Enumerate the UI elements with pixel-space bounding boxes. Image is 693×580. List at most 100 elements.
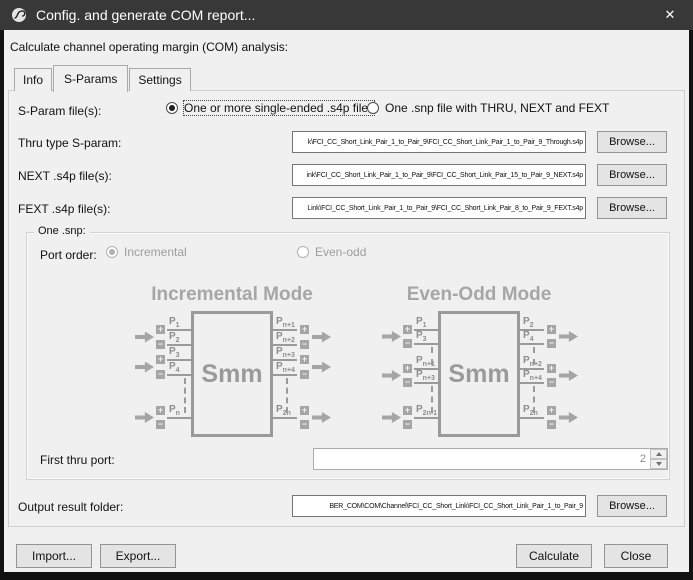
plus-icon: +: [403, 363, 412, 373]
port-stub: [273, 417, 297, 419]
port-label: P4: [523, 330, 534, 343]
port-order-label: Port order:: [40, 248, 97, 262]
diagram-title: Even-Odd Mode: [406, 284, 552, 305]
port-stub: [414, 382, 438, 384]
radio-icon: [297, 246, 309, 258]
close-button[interactable]: Close: [604, 544, 668, 568]
spin-up-button[interactable]: [650, 449, 667, 459]
arrow-right-icon: [559, 331, 578, 342]
minus-icon: −: [403, 338, 412, 348]
arrow-right-icon: [312, 361, 331, 373]
output-folder-field[interactable]: BER_COM\COM\Channel\FCI_CC_Short_Link\FC…: [292, 495, 586, 517]
minus-icon: −: [156, 419, 165, 429]
plus-icon: +: [156, 405, 165, 415]
smm-box: Smm: [191, 311, 273, 437]
arrow-right-icon: [135, 361, 154, 373]
port-stub: [273, 359, 297, 361]
arrow-right-icon: [382, 412, 401, 423]
thru-sparam-field[interactable]: k\FCI_CC_Short_Link_Pair_1_to_Pair_9\FCI…: [292, 131, 586, 153]
dashed-connector: [533, 347, 535, 365]
minus-icon: −: [156, 369, 165, 379]
smm-box: Smm: [438, 311, 520, 437]
minus-icon: −: [547, 419, 556, 429]
port-stub: [167, 417, 191, 419]
first-thru-port-spinner[interactable]: 2: [313, 448, 668, 470]
port-label: Pn+2: [276, 331, 295, 344]
minus-icon: −: [156, 339, 165, 349]
plus-icon: +: [300, 354, 309, 364]
plus-icon: +: [547, 405, 556, 415]
field-value: ink\FCI_CC_Short_Link_Pair_1_to_Pair_9\F…: [306, 171, 584, 179]
port-label: Pn: [169, 404, 180, 417]
thru-sparam-label: Thru type S-param:: [18, 136, 122, 150]
calculate-button[interactable]: Calculate: [516, 544, 592, 568]
spinner-value: 2: [639, 453, 646, 465]
port-stub: [273, 329, 297, 331]
plus-icon: +: [547, 363, 556, 373]
window-title: Config. and generate COM report...: [36, 7, 256, 23]
minus-icon: −: [300, 339, 309, 349]
export-button[interactable]: Export...: [100, 544, 176, 568]
next-s4p-field[interactable]: ink\FCI_CC_Short_Link_Pair_1_to_Pair_9\F…: [292, 164, 586, 186]
port-stub: [273, 374, 297, 376]
fext-s4p-browse-button[interactable]: Browse...: [597, 197, 667, 219]
arrow-right-icon: [382, 331, 401, 342]
field-value: Link\FCI_CC_Short_Link_Pair_1_to_Pair_9\…: [307, 204, 583, 212]
port-stub: [520, 343, 544, 345]
dashed-connector: [184, 378, 186, 413]
radio-single-ended[interactable]: One or more single-ended .s4p files: [166, 100, 376, 116]
output-folder-label: Output result folder:: [18, 500, 124, 514]
plus-icon: +: [403, 405, 412, 415]
window-border-left: [0, 30, 4, 580]
port-label: P2n: [523, 404, 538, 417]
radio-one-snp[interactable]: One .snp file with THRU, NEXT and FEXT: [367, 101, 609, 115]
arrow-right-icon: [135, 331, 154, 343]
next-s4p-label: NEXT .s4p file(s):: [18, 169, 112, 183]
thru-sparam-browse-button[interactable]: Browse...: [597, 131, 667, 153]
radio-label: One or more single-ended .s4p files: [182, 100, 376, 116]
incremental-mode-diagram: Incremental Mode Smm P1 Pn+1 P2 Pn+2 P3 Pn+3 P…: [114, 283, 354, 448]
output-browse-button[interactable]: Browse...: [597, 495, 667, 517]
port-stub: [414, 329, 438, 331]
port-label: P2: [169, 331, 180, 344]
arrow-right-icon: [135, 412, 154, 423]
close-icon[interactable]: ✕: [664, 7, 676, 22]
next-s4p-browse-button[interactable]: Browse...: [597, 164, 667, 186]
tab-info[interactable]: Info: [14, 68, 53, 91]
port-label: P1: [169, 316, 180, 329]
chevron-up-icon: [655, 452, 662, 456]
port-label: Pn+4: [523, 369, 542, 382]
fext-s4p-field[interactable]: Link\FCI_CC_Short_Link_Pair_1_to_Pair_9\…: [292, 197, 586, 219]
port-stub: [414, 368, 438, 370]
minus-icon: −: [403, 419, 412, 429]
radio-icon: [106, 246, 118, 258]
tab-settings[interactable]: Settings: [129, 68, 191, 91]
fext-s4p-label: FEXT .s4p file(s):: [18, 202, 111, 216]
port-label: Pn+4: [276, 361, 295, 374]
dashed-connector: [286, 378, 288, 413]
port-stub: [167, 344, 191, 346]
import-button[interactable]: Import...: [16, 544, 92, 568]
spinner-buttons: [650, 449, 667, 469]
port-label: Pn+1: [416, 355, 435, 368]
port-label: Pn+2: [523, 355, 542, 368]
port-stub: [414, 417, 438, 419]
arrow-right-icon: [312, 331, 331, 343]
radio-label: Incremental: [124, 245, 187, 259]
minus-icon: −: [300, 369, 309, 379]
minus-icon: −: [300, 419, 309, 429]
port-label: P4: [169, 361, 180, 374]
tab-s-params[interactable]: S-Params: [53, 65, 129, 92]
port-stub: [167, 329, 191, 331]
port-label: P3: [169, 346, 180, 359]
minus-icon: −: [547, 377, 556, 387]
spin-down-button[interactable]: [650, 459, 667, 469]
window-border-bottom: [0, 572, 693, 580]
tab-bar: Info S-Params Settings: [14, 63, 192, 92]
groupbox-label: One .snp:: [34, 225, 90, 237]
dashed-connector: [533, 386, 535, 413]
port-label: P2: [523, 316, 534, 329]
arrow-right-icon: [559, 412, 578, 423]
radio-label: One .snp file with THRU, NEXT and FEXT: [385, 101, 610, 115]
radio-label: Even-odd: [315, 245, 367, 259]
